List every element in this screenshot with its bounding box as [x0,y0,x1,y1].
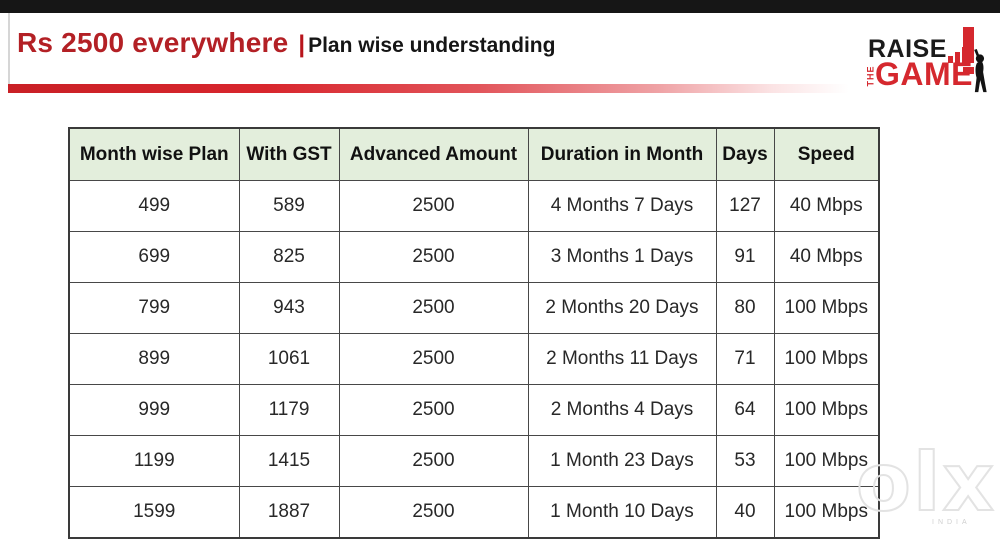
table-cell: 100 Mbps [773,384,880,436]
logo-the-text: THE [865,65,876,87]
table-cell: 3 Months 1 Days [527,231,717,283]
title-red-text: Rs 2500 everywhere [17,27,289,58]
table-cell: 2500 [338,384,529,436]
table-cell: 1599 [68,486,240,539]
table-cell: 943 [238,282,340,334]
column-header-days: Days [715,127,775,181]
table-cell: 499 [68,180,240,232]
table-cell: 1 Month 23 Days [527,435,717,487]
column-header-month-wise-plan: Month wise Plan [68,127,240,181]
logo-person-icon [967,47,990,95]
table-cell: 1061 [238,333,340,385]
plan-table: Month wise Plan With GST Advanced Amount… [68,127,880,539]
table-cell: 699 [68,231,240,283]
table-cell: 2 Months 11 Days [527,333,717,385]
logo-raise-text: RAISE [868,35,947,63]
column-header-with-gst: With GST [238,127,340,181]
red-divider-line [8,84,866,93]
table-row: 499 589 2500 4 Months 7 Days 127 40 Mbps [68,180,880,232]
slide-edge-line [8,13,10,92]
table-cell: 100 Mbps [773,333,880,385]
column-header-speed: Speed [773,127,880,181]
title-black-text: Plan wise understanding [308,34,556,57]
logo-exclamation-dot-icon [963,67,974,74]
table-cell: 1179 [238,384,340,436]
table-cell: 799 [68,282,240,334]
plan-table-body: 499 589 2500 4 Months 7 Days 127 40 Mbps 699 82… [68,180,880,539]
table-row: 899 1061 2500 2 Months 11 Days 71 100 Mbps [68,333,880,385]
table-row: 799 943 2500 2 Months 20 Days 80 100 Mbps [68,282,880,334]
table-cell: 1415 [238,435,340,487]
table-cell: 999 [68,384,240,436]
table-cell: 53 [715,435,775,487]
table-cell: 4 Months 7 Days [527,180,717,232]
table-cell: 40 [715,486,775,539]
table-cell: 825 [238,231,340,283]
table-cell: 2500 [338,282,529,334]
table-row: 1199 1415 2500 1 Month 23 Days 53 100 Mbps [68,435,880,487]
table-cell: 80 [715,282,775,334]
column-header-advanced-amount: Advanced Amount [338,127,529,181]
table-cell: 100 Mbps [773,282,880,334]
logo-game-text: GAME [875,56,973,92]
table-cell: 2500 [338,231,529,283]
logo-exclamation-bar-icon [963,27,974,63]
table-cell: 2500 [338,180,529,232]
title-separator: | [298,31,306,58]
table-cell: 2500 [338,435,529,487]
table-row: 999 1179 2500 2 Months 4 Days 64 100 Mbps [68,384,880,436]
table-cell: 40 Mbps [773,231,880,283]
table-cell: 91 [715,231,775,283]
table-row: 1599 1887 2500 1 Month 10 Days 40 100 Mbps [68,486,880,539]
table-cell: 71 [715,333,775,385]
table-cell: 40 Mbps [773,180,880,232]
table-row: 699 825 2500 3 Months 1 Days 91 40 Mbps [68,231,880,283]
top-bar [0,0,1000,13]
page-title: Rs 2500 everywhere | Plan wise understan… [17,27,555,59]
watermark-india-text: INDIA [932,519,971,526]
table-cell: 589 [238,180,340,232]
table-cell: 1887 [238,486,340,539]
table-cell: 127 [715,180,775,232]
column-header-duration-in-month: Duration in Month [527,127,717,181]
table-cell: 100 Mbps [773,435,880,487]
table-header-row: Month wise Plan With GST Advanced Amount… [68,127,880,181]
table-cell: 1199 [68,435,240,487]
table-cell: 2500 [338,333,529,385]
table-cell: 2500 [338,486,529,539]
table-cell: 2 Months 20 Days [527,282,717,334]
table-cell: 1 Month 10 Days [527,486,717,539]
table-cell: 64 [715,384,775,436]
raise-the-game-logo: RAISE THE GAME [866,27,994,99]
table-cell: 899 [68,333,240,385]
table-cell: 100 Mbps [773,486,880,539]
table-cell: 2 Months 4 Days [527,384,717,436]
